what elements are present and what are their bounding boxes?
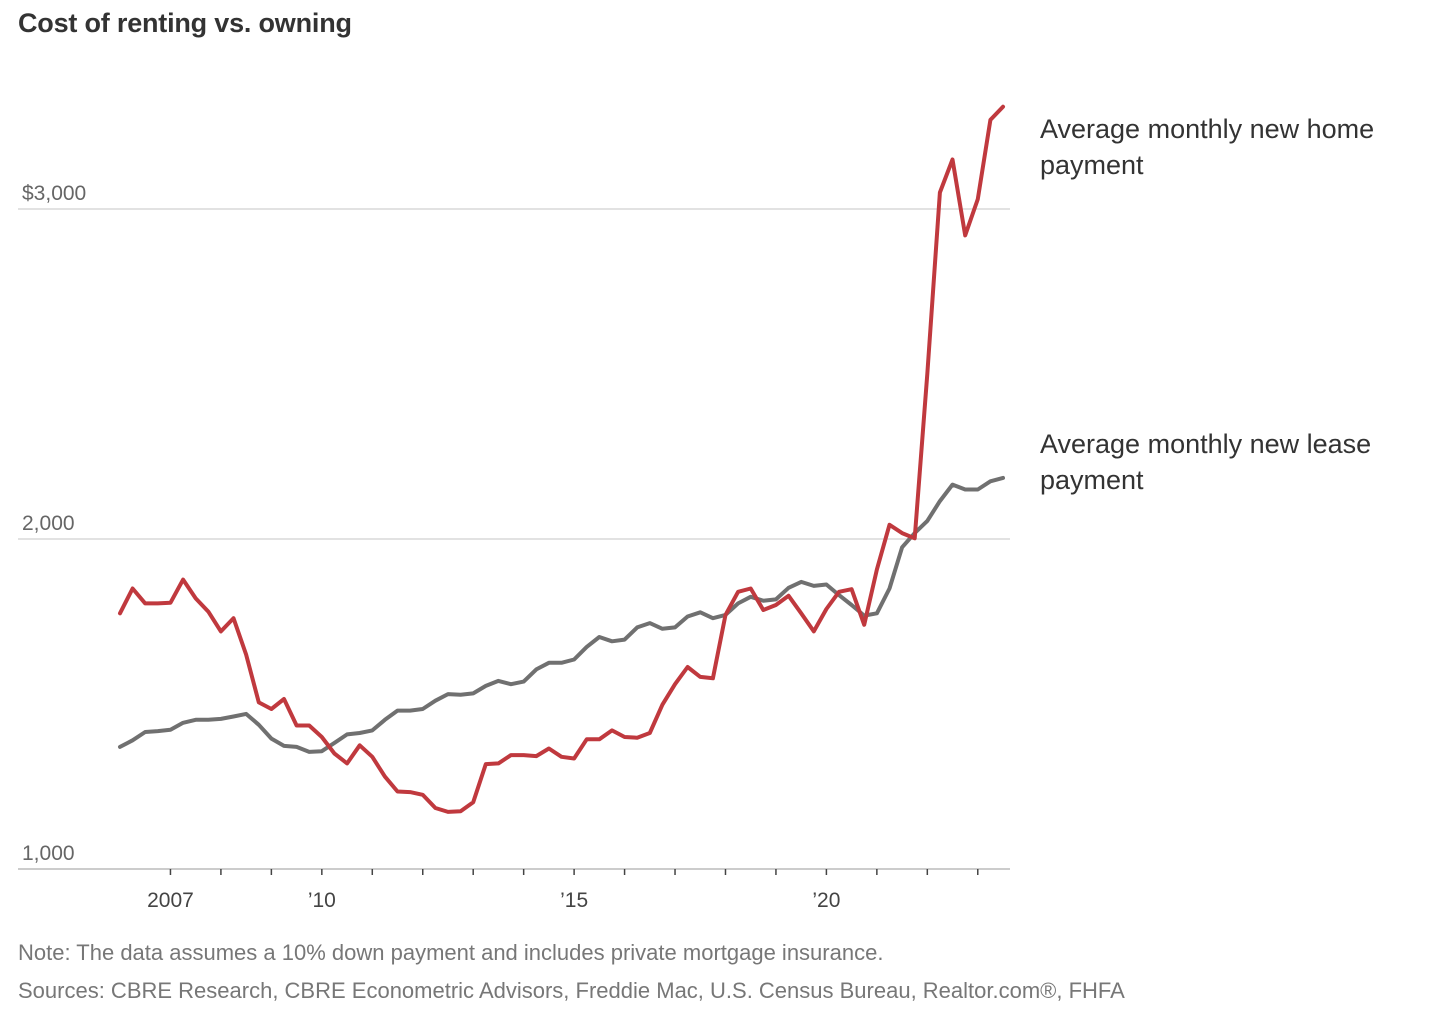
series-label-line: Average monthly new home: [1040, 114, 1374, 144]
gridlines: 1,000 2,000 $3,000: [18, 182, 1010, 870]
chart-sources: Sources: CBRE Research, CBRE Econometric…: [18, 978, 1125, 1003]
x-axis: 2007 ’10 ’15 ’20: [147, 869, 979, 912]
y-tick-label: $3,000: [22, 182, 86, 205]
x-tick-label: ’10: [308, 889, 336, 912]
series-label-lease-payment: Average monthly new lease payment: [1040, 429, 1371, 495]
x-tick-label: ’15: [560, 889, 588, 912]
series-label-home-payment: Average monthly new home payment: [1040, 114, 1374, 180]
series-label-line: payment: [1040, 465, 1144, 495]
series-lines: [118, 104, 1005, 814]
series-label-line: Average monthly new lease: [1040, 429, 1371, 459]
y-tick-label: 1,000: [22, 842, 75, 865]
chart-note: Note: The data assumes a 10% down paymen…: [18, 940, 884, 965]
series-label-line: payment: [1040, 150, 1144, 180]
x-tick-label: 2007: [147, 889, 194, 912]
x-tick-label: ’20: [812, 889, 840, 912]
series-line-lease-payment: [118, 475, 1005, 754]
chart-title: Cost of renting vs. owning: [18, 8, 352, 38]
y-tick-label: 2,000: [22, 512, 75, 535]
series-line-home-payment: [118, 104, 1005, 814]
